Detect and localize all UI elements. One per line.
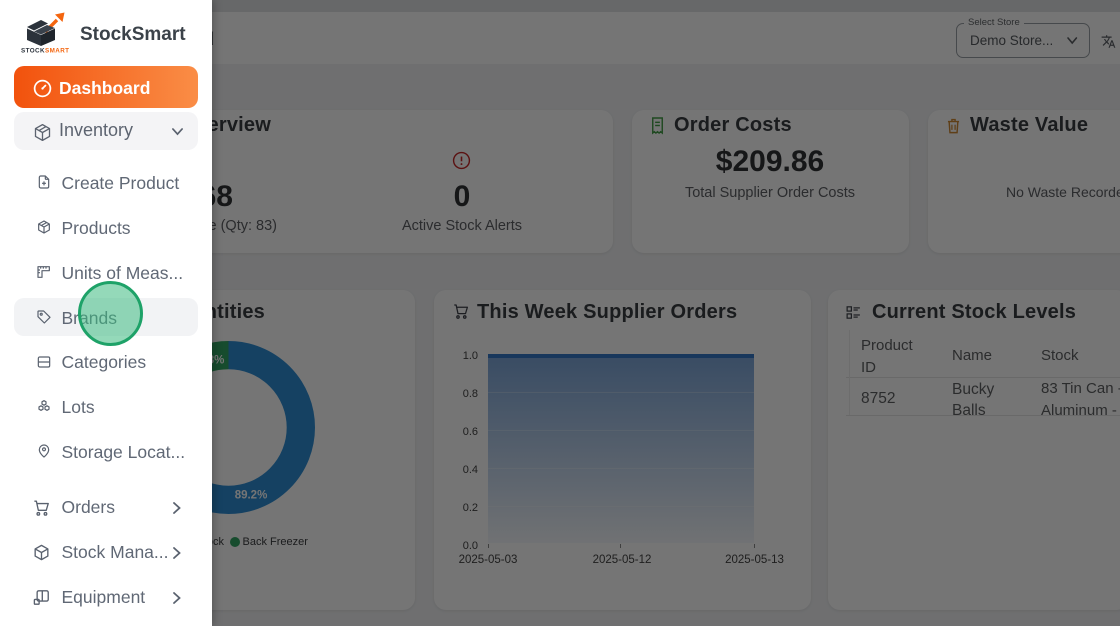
svg-text:SMART: SMART: [45, 48, 69, 55]
svg-text:STOCK: STOCK: [21, 48, 45, 55]
